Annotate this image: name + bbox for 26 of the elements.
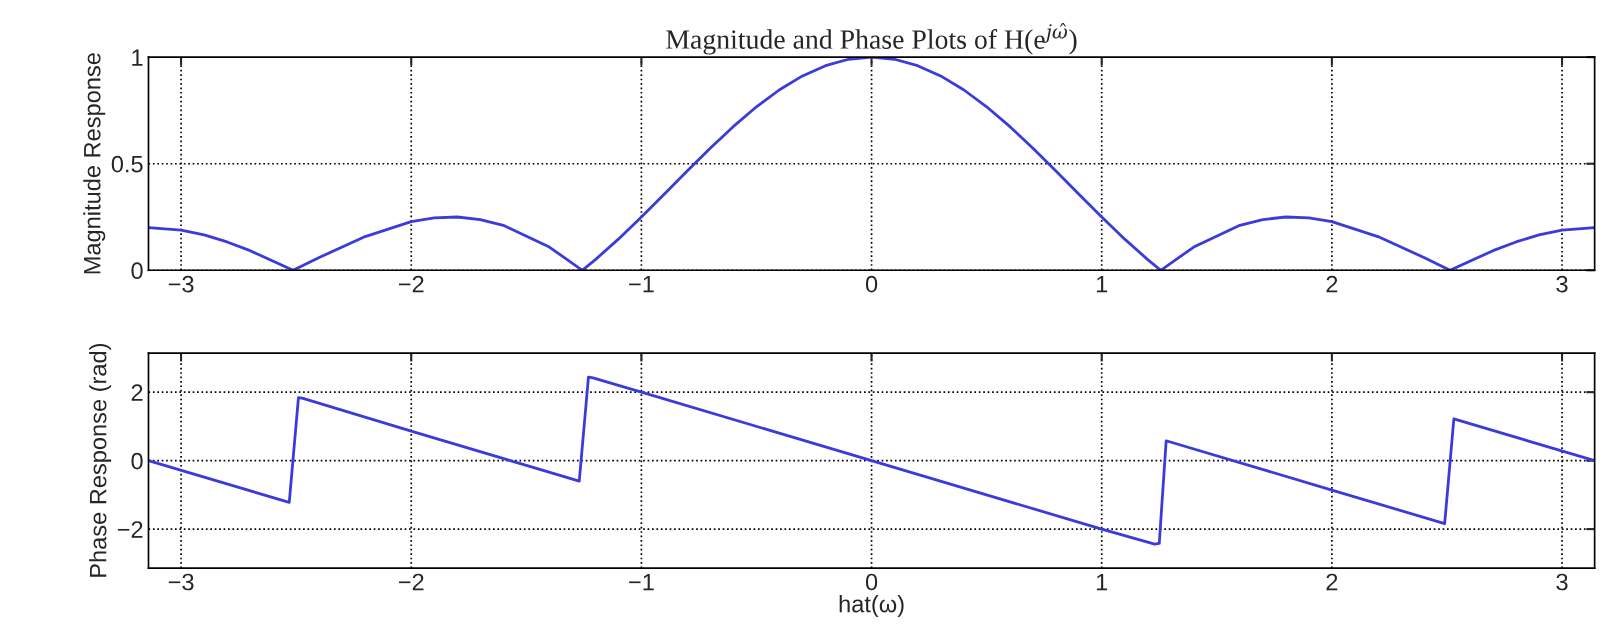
x-tick-label: −2: [398, 275, 424, 293]
y-tick-label: 0.5: [111, 155, 143, 173]
x-tick-label: 2: [1326, 275, 1338, 293]
x-tick-label: −1: [629, 573, 654, 591]
line-series: [148, 375, 1595, 546]
x-tick-label: 2: [1326, 573, 1338, 591]
x-tick-label: 0: [865, 573, 878, 591]
y-tick-label: 1: [132, 49, 143, 66]
x-tick-label: −3: [168, 275, 194, 293]
y-tick-label: −2: [117, 521, 143, 538]
y-tick-label: 0: [131, 452, 143, 470]
x-tick-label: 1: [1096, 573, 1108, 591]
x-tick-label: −1: [629, 276, 654, 293]
line-series: [148, 57, 1595, 271]
x-axis-title: hat(ω): [839, 595, 904, 618]
x-tick-label: −2: [398, 573, 424, 591]
y-tick-label: 2: [131, 384, 143, 401]
chart-title: Magnitude and Phase Plots of H(e$^{jω̂}$): [666, 22, 1077, 55]
y-tick-label: 0: [131, 262, 143, 280]
x-tick-label: 3: [1556, 573, 1568, 591]
y-axis-title: Magnitude Response: [83, 53, 106, 274]
x-tick-label: −3: [168, 573, 194, 591]
x-tick-label: 0: [865, 275, 878, 293]
x-tick-label: 1: [1096, 276, 1108, 293]
y-axis-title: Phase Response (rad): [89, 343, 112, 577]
x-tick-label: 3: [1556, 275, 1568, 293]
